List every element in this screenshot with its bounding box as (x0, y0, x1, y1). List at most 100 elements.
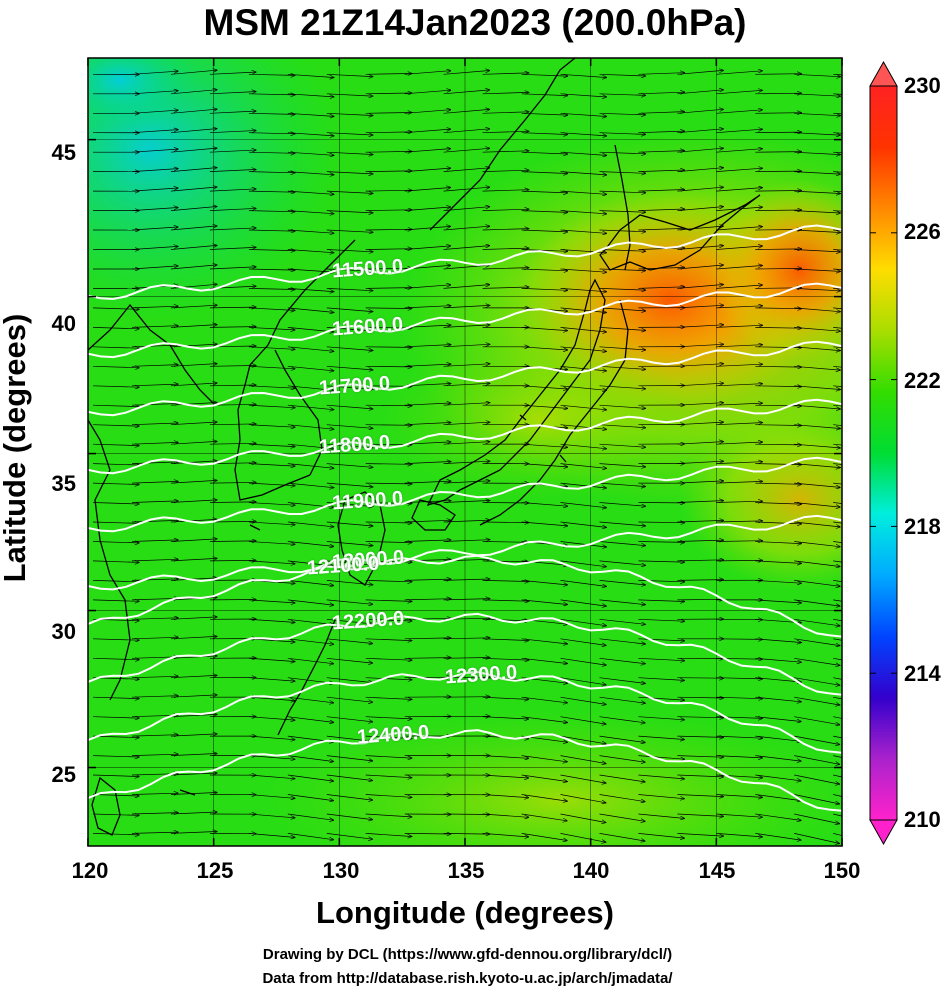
wind-arrow (404, 207, 451, 211)
wind-arrow (209, 189, 256, 192)
coast-korea-east (274, 349, 323, 476)
wind-arrow (287, 73, 334, 77)
wind-arrow (560, 268, 607, 272)
x-tick-125: 125 (196, 858, 234, 883)
wind-arrow (170, 265, 217, 270)
wind-arrow (131, 208, 178, 211)
wind-arrow (482, 229, 529, 230)
wind-arrow (131, 404, 178, 406)
wind-arrow (92, 658, 139, 659)
wind-arrow (638, 833, 684, 838)
wind-arrow (92, 639, 139, 640)
wind-arrow (92, 405, 139, 406)
wind-arrow (443, 187, 490, 192)
wind-arrow (794, 618, 840, 626)
coast-korea-north (244, 239, 356, 386)
wind-arrow (794, 346, 840, 351)
wind-arrow (365, 366, 412, 367)
wind-arrow (755, 386, 801, 387)
wind-arrow (638, 248, 684, 250)
wind-arrow (833, 774, 842, 778)
wind-arrow (443, 383, 490, 387)
wind-arrow (131, 696, 178, 698)
wind-arrow (521, 794, 568, 802)
wind-arrow (677, 226, 723, 231)
wind-arrow (833, 755, 842, 758)
wind-arrow (482, 696, 529, 699)
wind-arrow (833, 618, 842, 622)
wind-arrow (638, 774, 684, 779)
wind-arrow (599, 638, 646, 644)
wind-arrow (833, 541, 842, 544)
wind-arrow (170, 500, 217, 503)
wind-arrow (716, 403, 762, 406)
wind-arrow (638, 794, 684, 799)
wind-arrow (170, 480, 217, 484)
wind-arrow (794, 443, 840, 448)
wind-arrow (209, 247, 256, 250)
wind-arrow (404, 560, 451, 561)
wind-arrow (599, 833, 645, 841)
wind-arrow (248, 560, 295, 564)
wind-arrow (131, 442, 178, 444)
wind-arrow (404, 462, 451, 464)
wind-arrow (638, 716, 684, 720)
wind-arrow (365, 93, 412, 94)
wind-arrow (716, 168, 762, 172)
wind-arrow (443, 697, 490, 698)
wind-arrow (482, 248, 529, 249)
wind-arrow (677, 580, 723, 581)
wind-arrow (638, 542, 684, 543)
wind-arrow (755, 327, 801, 328)
wind-arrow (170, 129, 217, 134)
wind-arrow (92, 775, 139, 777)
wind-arrow (599, 404, 646, 408)
wind-arrow (287, 482, 334, 488)
wind-arrow (755, 580, 801, 583)
wind-arrow (365, 113, 412, 114)
wind-arrow (287, 521, 334, 527)
wind-arrow (170, 305, 217, 309)
wind-arrow (521, 599, 568, 605)
wind-arrow (716, 521, 762, 522)
wind-arrow (287, 229, 334, 233)
wind-arrow (716, 501, 762, 502)
x-tick-140: 140 (572, 858, 610, 883)
wind-arrow (209, 443, 256, 444)
y-tick-40: 40 (51, 311, 76, 336)
wind-arrow (443, 71, 490, 75)
wind-arrow (326, 151, 373, 154)
wind-arrow (677, 129, 723, 134)
wind-arrow (131, 637, 178, 639)
wind-arrow (794, 599, 840, 606)
contour-line-11700 (88, 340, 842, 417)
wind-arrow (482, 522, 529, 523)
wind-arrow (794, 249, 840, 252)
wind-arrow (521, 74, 568, 76)
wind-arrow (365, 74, 412, 75)
wind-arrow (755, 716, 801, 722)
wind-arrow (677, 70, 723, 75)
wind-arrow (794, 813, 839, 824)
wind-arrow (209, 170, 256, 172)
wind-arrow (170, 519, 217, 523)
wind-arrow (131, 149, 178, 153)
wind-arrow (560, 560, 607, 567)
wind-arrow (599, 580, 646, 585)
wind-arrow (833, 657, 842, 661)
wind-arrow (131, 227, 178, 231)
wind-arrow (287, 404, 334, 410)
wind-arrow (560, 794, 606, 803)
wind-arrow (482, 580, 529, 581)
wind-arrow (131, 326, 178, 328)
wind-arrow (794, 190, 840, 193)
wind-arrow (716, 266, 762, 270)
wind-arrow (287, 346, 334, 352)
wind-arrow (92, 717, 139, 718)
wind-arrow (170, 734, 217, 737)
coast-islands (179, 414, 567, 796)
wind-arrow (209, 208, 256, 211)
coast-shikoku (411, 499, 456, 531)
wind-arrow (677, 442, 723, 445)
wind-arrow (677, 697, 723, 698)
